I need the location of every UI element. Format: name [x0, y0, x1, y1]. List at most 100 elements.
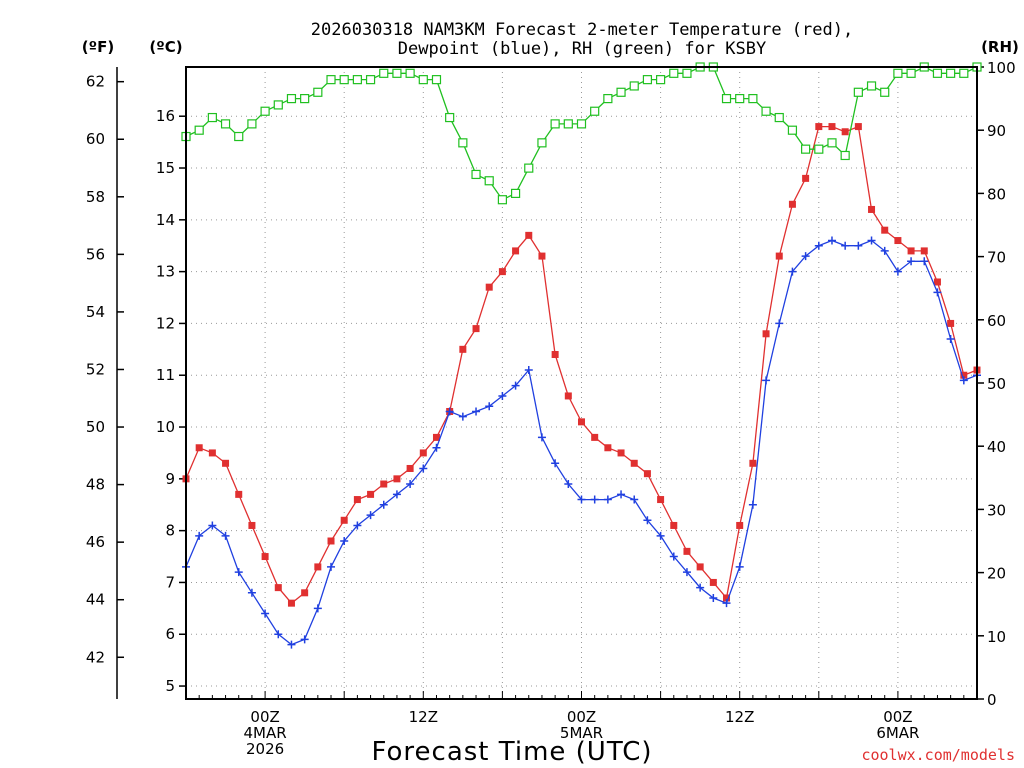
rh-marker — [352, 75, 362, 85]
rh-marker — [497, 195, 507, 205]
temperature-marker — [828, 123, 836, 131]
temperature-marker — [367, 490, 375, 498]
rh-marker — [339, 75, 349, 85]
dewpoint-marker — [669, 552, 678, 561]
temperature-marker — [525, 231, 533, 239]
fahrenheit-tick-label: 44 — [86, 591, 105, 609]
fahrenheit-tick-label: 56 — [86, 245, 105, 263]
temperature-marker — [815, 123, 823, 131]
celsius-tick-label: 14 — [156, 211, 175, 229]
rh-marker — [445, 112, 455, 123]
fahrenheit-tick-label: 62 — [86, 73, 105, 91]
dewpoint-marker — [445, 407, 454, 416]
rh-marker — [563, 119, 573, 129]
dewpoint-marker — [234, 568, 243, 577]
rh-tick-label: 70 — [987, 249, 1006, 267]
celsius-tick-label: 13 — [156, 263, 175, 281]
temperature-marker — [261, 553, 269, 561]
rh-marker — [853, 87, 863, 97]
temperature-marker — [933, 278, 941, 286]
rh-marker — [906, 68, 916, 78]
rh-marker — [590, 106, 600, 116]
rh-marker — [300, 93, 310, 104]
dewpoint-marker — [379, 500, 388, 509]
dewpoint-marker — [867, 236, 876, 245]
dewpoint-marker — [195, 531, 204, 540]
rh-marker — [524, 163, 534, 173]
temperature-marker — [301, 589, 309, 597]
dewpoint-marker — [432, 443, 441, 452]
rh-marker — [431, 75, 442, 85]
temperature-marker — [762, 330, 770, 338]
rh-marker — [616, 87, 626, 97]
dewpoint-marker — [722, 599, 731, 608]
temperature-marker — [643, 470, 651, 478]
temperature-marker — [788, 200, 796, 208]
rh-marker — [392, 68, 402, 78]
rh-marker — [629, 81, 639, 91]
fahrenheit-tick-label: 52 — [86, 360, 105, 378]
dewpoint-marker — [392, 490, 401, 499]
chart-title-line-2: Dewpoint (blue), RH (green) for KSBY — [398, 39, 766, 59]
rh-tick-label: 10 — [987, 628, 1006, 646]
rh-marker — [721, 93, 732, 104]
rh-line — [185, 66, 978, 201]
fahrenheit-tick-label: 48 — [86, 476, 105, 494]
temperature-marker — [947, 319, 955, 327]
dewpoint-marker — [630, 495, 639, 504]
temperature-marker — [340, 516, 348, 524]
dewpoint-marker — [775, 319, 784, 328]
temperature-marker — [564, 392, 572, 400]
rh-marker — [801, 144, 811, 154]
rh-marker — [893, 68, 903, 78]
rh-marker — [682, 68, 692, 78]
rh-marker — [365, 75, 376, 85]
dewpoint-marker — [907, 257, 916, 266]
rh-tick-label: 40 — [987, 438, 1006, 456]
rh-tick-label: 60 — [987, 312, 1006, 330]
celsius-tick-label: 7 — [165, 573, 175, 591]
fahrenheit-tick-label: 42 — [86, 648, 105, 666]
temperature-marker — [222, 459, 230, 467]
dewpoint-marker — [524, 366, 533, 375]
dewpoint-marker — [353, 521, 362, 530]
x-tick-label: 00Z — [567, 708, 596, 726]
temperature-marker — [472, 325, 480, 333]
rh-marker — [273, 100, 283, 110]
dewpoint-marker — [472, 407, 481, 416]
rh-marker — [260, 106, 270, 116]
celsius-tick-label: 11 — [156, 366, 175, 384]
rh-marker — [946, 68, 956, 78]
dewpoint-marker — [920, 257, 929, 266]
temperature-marker — [617, 449, 625, 457]
dewpoint-marker — [208, 521, 217, 530]
dewpoint-marker — [854, 241, 863, 250]
temperature-marker — [802, 174, 810, 182]
temperature-marker — [327, 537, 335, 545]
dewpoint-marker — [656, 531, 665, 540]
dewpoint-marker — [709, 593, 718, 602]
dewpoint-marker — [551, 459, 560, 468]
x-tick-label: 12Z — [409, 708, 438, 726]
rh-marker — [537, 138, 547, 148]
rh-marker — [761, 106, 771, 116]
celsius-tick-label: 12 — [156, 314, 175, 332]
temperature-marker — [907, 247, 915, 255]
dewpoint-marker — [748, 500, 757, 509]
celsius-tick-label: 10 — [156, 418, 175, 436]
temperature-marker — [670, 521, 678, 529]
rh-unit-label: (RH) — [981, 38, 1019, 56]
rh-marker — [234, 131, 244, 142]
dewpoint-marker — [814, 241, 823, 250]
dewpoint-marker — [801, 252, 810, 261]
rh-marker — [576, 119, 587, 129]
temperature-marker — [406, 464, 414, 472]
temperature-marker — [775, 252, 783, 260]
dewpoint-marker — [682, 568, 691, 577]
temperature-marker — [881, 226, 889, 234]
temperature-marker — [235, 490, 243, 498]
dewpoint-marker — [458, 412, 467, 421]
dewpoint-marker — [221, 531, 230, 540]
celsius-tick-label: 6 — [165, 625, 175, 643]
temperature-marker — [432, 433, 440, 441]
